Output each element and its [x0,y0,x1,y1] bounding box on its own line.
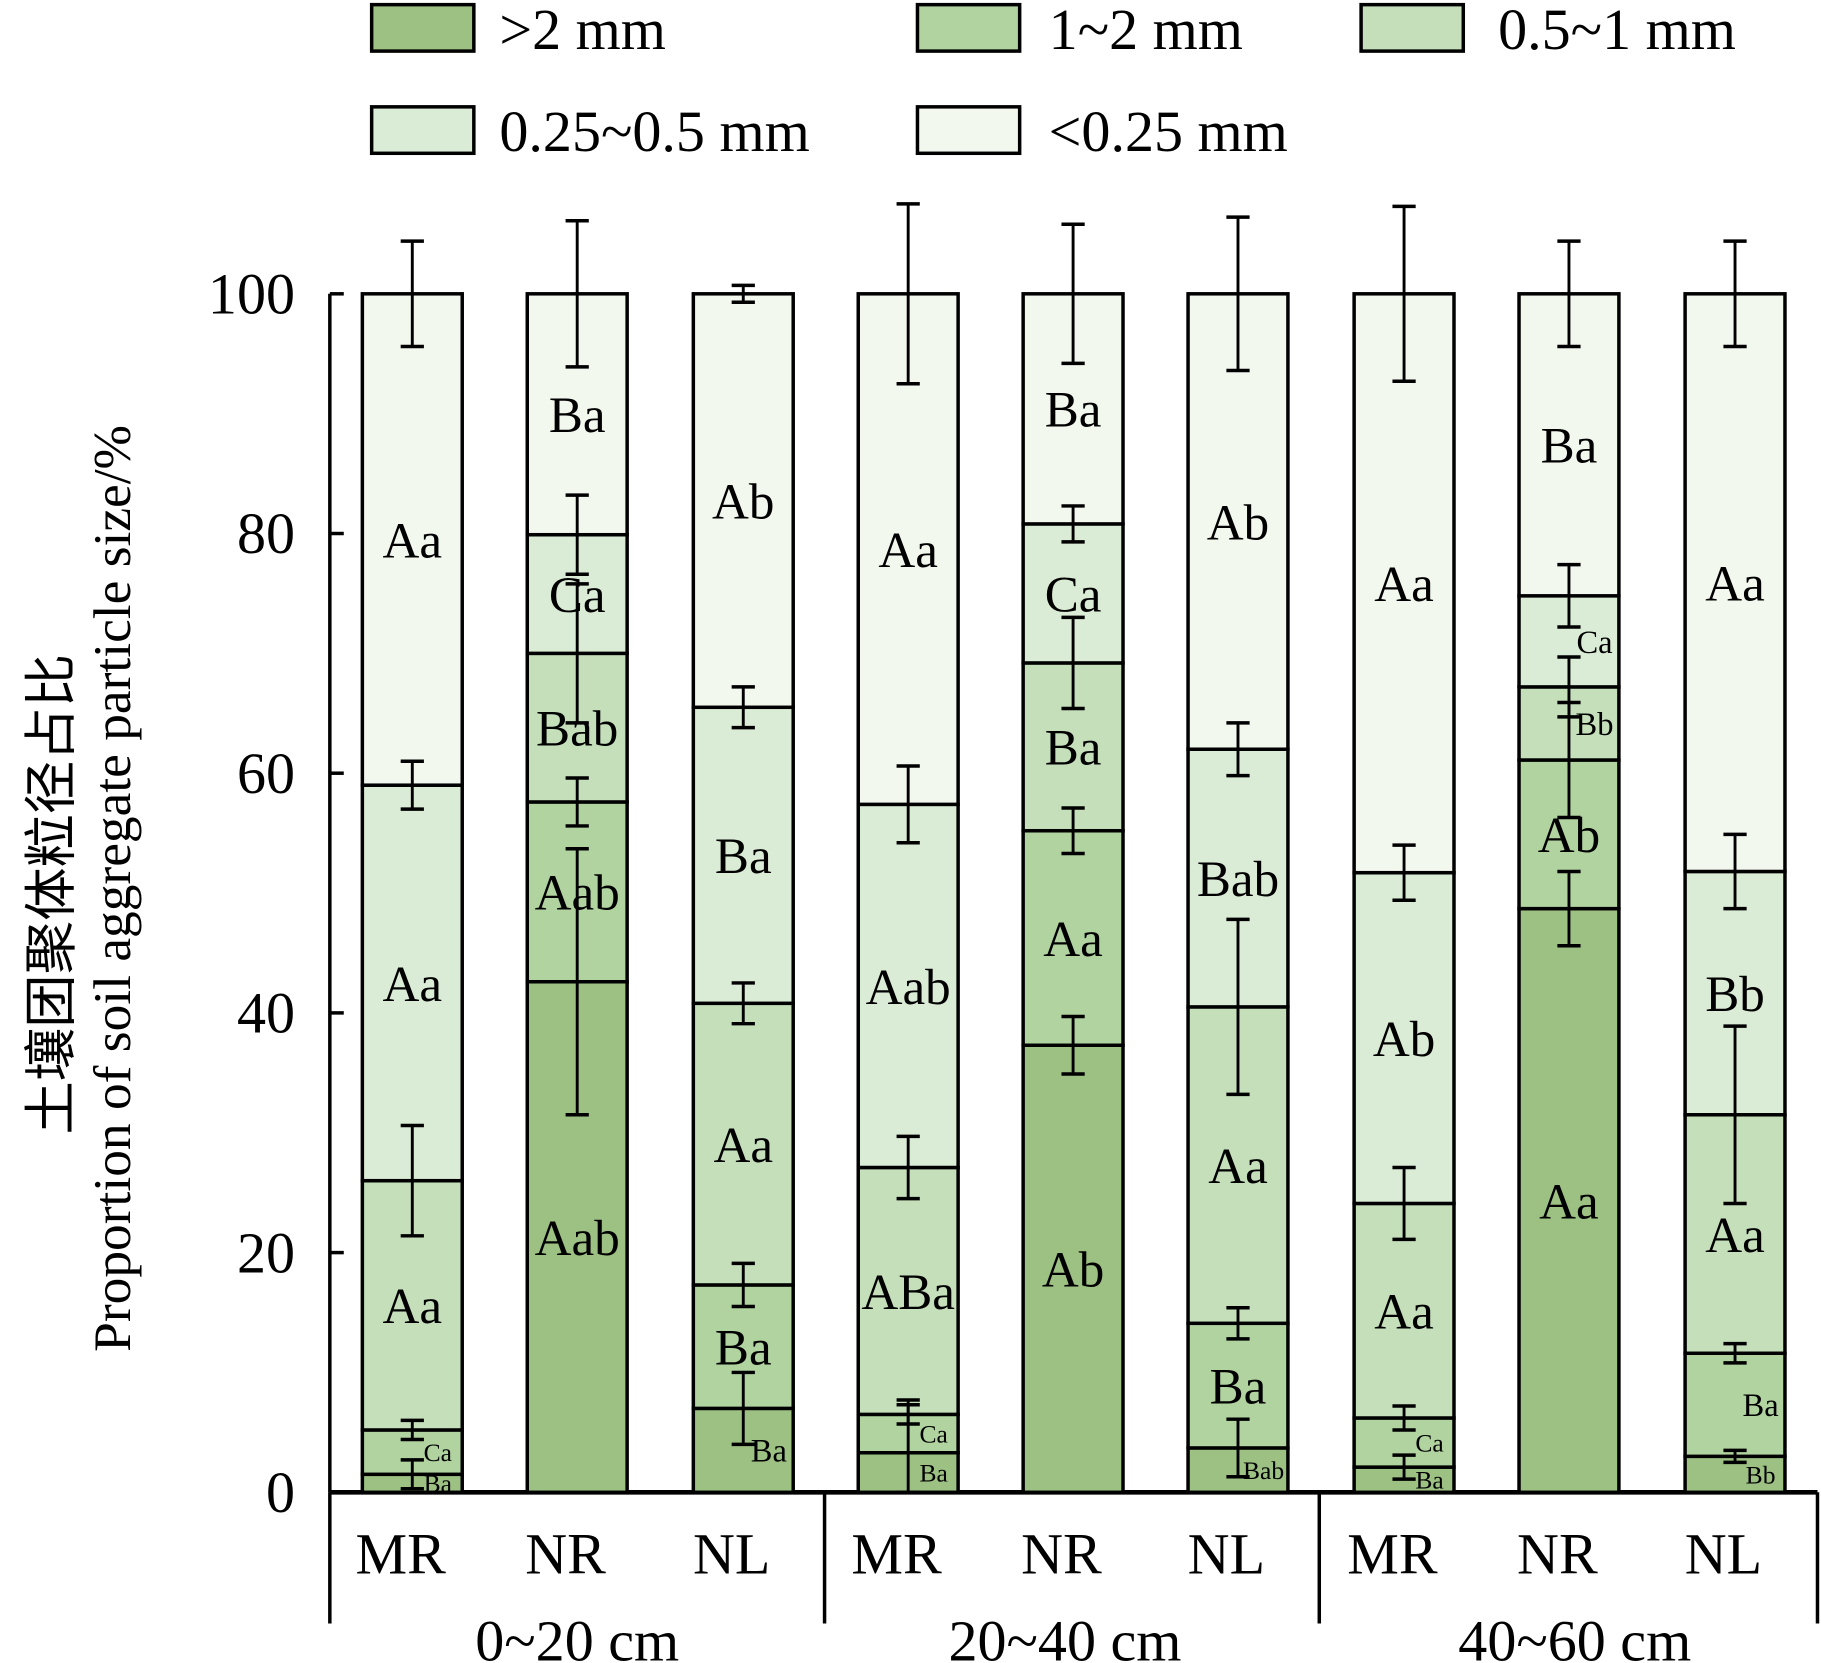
data-label: Ba [549,387,606,444]
data-label: Ca [1415,1428,1443,1457]
bars: BaCaAaAaAaAabAabBabCaBaBaBaAaBaAbBaCaABa… [360,202,1787,1498]
data-label: Ab [712,473,774,530]
legend-swatch [369,2,476,53]
data-label: Ab [1373,1011,1435,1068]
x-tick-label: MR [356,1522,447,1587]
legend-swatch [915,2,1022,53]
y-tick-label: 20 [237,1220,295,1285]
bar-segment [1352,292,1456,875]
x-tick-label: NL [1188,1522,1265,1587]
data-label: Ca [1045,566,1102,623]
legend-swatch [1359,2,1466,53]
data-label: Aab [866,959,951,1016]
group-label: 0~20 cm [475,1609,679,1663]
bar-segment [1021,1043,1125,1495]
legend-swatch [915,105,1022,156]
axes: 0 20 40 60 80 100 MR NR NL MR NR NL MR NR NL 0~20 cm 20~… [208,262,1820,1663]
data-label: Ba [1210,1359,1267,1416]
data-label: Ca [920,1420,948,1449]
legend-label: <0.25 mm [1049,99,1288,164]
data-label: Ab [1042,1242,1104,1299]
bar-segment [1517,906,1621,1495]
x-tick-label: MR [851,1522,942,1587]
x-tick-label: NL [693,1522,770,1587]
data-label: Ba [1415,1466,1443,1495]
data-label: Aab [535,1210,620,1267]
data-label: Ba [1541,418,1598,475]
group-label: 20~40 cm [948,1609,1181,1663]
data-label: Aa [1374,556,1434,613]
y-axis-label: Proportion of soil aggregate particle si… [82,425,142,1352]
bar-segment [360,292,464,787]
bar-segment [1683,1351,1787,1459]
legend: >2 mm 1~2 mm 0.5~1 mm 0.25~0.5 mm <0.25 mm [369,0,1736,164]
data-label: Ba [1045,382,1102,439]
data-label: Aa [1043,911,1103,968]
data-label: Ba [1743,1388,1779,1424]
legend-swatch [369,105,476,156]
data-label: Aa [713,1117,773,1174]
x-tick-label: NR [525,1522,606,1587]
data-label: Bb [1746,1460,1776,1489]
data-label: Aa [1705,1207,1765,1264]
x-tick-label: MR [1347,1522,1438,1587]
data-label: Ab [1207,494,1269,551]
y-tick-label: 100 [208,262,295,327]
y-tick-label: 60 [237,741,295,806]
bar-segment [1021,292,1125,526]
bar-segment [691,705,795,1006]
data-label: Ba [424,1469,452,1498]
bar-segment [856,1165,960,1417]
bar-segment [360,783,464,1183]
legend-label: >2 mm [499,0,666,62]
data-label: Aa [1374,1284,1434,1341]
data-label: Bb [1705,966,1765,1023]
y-tick-label: 80 [237,501,295,566]
data-label: Ca [424,1438,452,1467]
y-tick-label: 40 [237,981,295,1046]
data-label: Ba [751,1434,787,1470]
legend-label: 0.25~0.5 mm [499,99,809,164]
data-label: Aa [1705,556,1765,613]
x-tick-label: NR [1021,1522,1102,1587]
data-label: Aa [1208,1138,1268,1195]
y-axis-label-cn: 土壤团聚体粒径占比 [22,654,82,1135]
data-label: Aa [383,512,443,569]
bar-segment [1683,292,1787,874]
data-label: Aa [878,522,938,579]
data-label: Bb [1576,707,1614,743]
data-label: ABa [861,1264,955,1321]
group-label: 40~60 cm [1458,1609,1691,1663]
data-label: Ba [920,1458,948,1487]
data-label: Aa [383,956,443,1013]
x-tick-label: NL [1685,1522,1762,1587]
y-tick-label: 0 [266,1460,295,1525]
data-label: Bab [1197,851,1279,908]
legend-label: 0.5~1 mm [1498,0,1736,62]
data-label: Bab [1243,1456,1284,1485]
data-label: Aa [1539,1173,1599,1230]
data-label: Ba [715,1320,772,1377]
data-label: Ba [1045,720,1102,777]
x-tick-label: NR [1517,1522,1598,1587]
bar-segment [856,802,960,1170]
legend-label: 1~2 mm [1049,0,1243,62]
data-label: Ca [1576,625,1612,661]
data-label: Ba [715,828,772,885]
data-label: Aa [383,1278,443,1335]
